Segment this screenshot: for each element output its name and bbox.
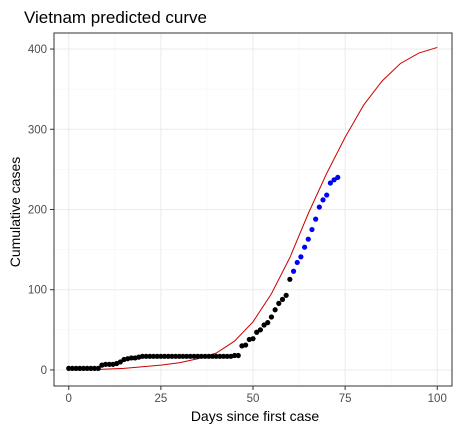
x-tick-label: 75 <box>339 393 352 405</box>
observed-data-point <box>261 322 267 328</box>
observed-data-point <box>250 336 256 342</box>
observed-data-point <box>169 353 175 359</box>
observed-data-point <box>117 359 123 365</box>
observed-data-point <box>106 361 112 367</box>
recent-data-point <box>313 216 319 222</box>
observed-data-point <box>191 353 197 359</box>
observed-data-point <box>254 329 260 335</box>
observed-data-point <box>279 296 286 302</box>
recent-data-point <box>309 226 315 233</box>
recent-data-point <box>290 268 297 274</box>
observed-data-point <box>66 365 72 371</box>
recent-data-point <box>294 259 300 266</box>
observed-data-point <box>143 353 149 359</box>
observed-data-point <box>224 353 230 359</box>
recent-data-point <box>331 177 337 183</box>
x-tick-label: 25 <box>154 393 167 405</box>
observed-data-point <box>158 353 164 359</box>
fit-curve-layer <box>68 46 438 371</box>
recent-data-point <box>324 192 330 198</box>
observed-data-point <box>272 307 278 313</box>
grid-lines <box>54 33 452 386</box>
observed-data-point <box>283 292 289 298</box>
observed-data-point <box>202 353 208 359</box>
recent-data-point <box>301 244 308 250</box>
observed-data-point <box>257 327 263 333</box>
x-tick-label: 0 <box>66 393 72 405</box>
observed-data-point <box>184 353 190 359</box>
observed-data-point <box>198 353 205 359</box>
recent-data-point <box>316 204 322 210</box>
x-tick-label: 100 <box>428 393 447 405</box>
y-tick-label: 400 <box>28 44 47 56</box>
recent-data-point <box>335 174 341 181</box>
recent-data-point <box>327 180 333 186</box>
observed-data-point <box>187 353 193 359</box>
y-tick-label: 100 <box>28 285 47 297</box>
observed-data-point <box>276 300 282 306</box>
observed-data-point <box>95 365 101 371</box>
x-axis: 0 25 50 75 100 <box>66 386 447 405</box>
observed-data-point <box>91 365 98 371</box>
observed-data-point <box>128 355 134 361</box>
observed-data-point <box>209 353 216 359</box>
observed-data-point <box>102 361 109 367</box>
observed-data-point <box>139 353 146 359</box>
observed-data-point <box>161 353 168 359</box>
observed-data-point <box>165 353 171 359</box>
observed-data-point <box>213 353 219 359</box>
recent-data-point <box>320 197 326 203</box>
fit-curve-line <box>68 46 438 371</box>
observed-data-point <box>235 352 241 359</box>
chart-title: Vietnam predicted curve <box>24 8 207 27</box>
observed-data-point <box>206 353 212 359</box>
observed-data-point <box>147 353 153 359</box>
observed-data-point <box>88 365 94 371</box>
x-tick-label: 50 <box>247 393 260 405</box>
y-tick-label: 0 <box>41 365 47 377</box>
observed-data-point <box>231 352 238 359</box>
recent-data-point <box>298 254 304 260</box>
observed-data-point <box>195 353 201 359</box>
x-axis-title: Days since first case <box>191 408 320 424</box>
recent-data-point <box>305 236 311 242</box>
observed-data-point <box>268 314 275 320</box>
y-tick-label: 200 <box>28 205 47 217</box>
observed-data-point <box>84 365 90 371</box>
observed-data-point <box>80 365 87 371</box>
y-axis-title: Cumulative cases <box>7 157 23 268</box>
data-points-layer <box>66 174 341 371</box>
observed-data-point <box>173 353 179 359</box>
observed-data-point <box>287 276 293 282</box>
observed-data-point <box>180 353 186 359</box>
observed-data-point <box>150 353 157 359</box>
observed-data-point <box>217 353 223 359</box>
observed-data-point <box>243 342 249 348</box>
observed-data-point <box>154 353 160 359</box>
observed-data-point <box>220 353 227 359</box>
y-tick-label: 300 <box>28 124 47 136</box>
observed-data-point <box>176 353 182 359</box>
observed-data-point <box>265 320 271 326</box>
y-axis: 0 100 200 300 400 <box>28 44 54 377</box>
observed-data-point <box>73 365 79 371</box>
observed-data-point <box>69 365 76 371</box>
observed-data-point <box>77 365 83 371</box>
